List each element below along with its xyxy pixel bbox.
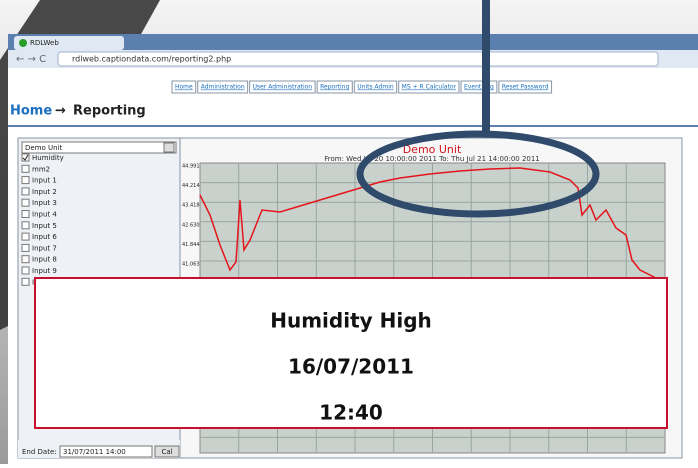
channel-label: Input 6: [32, 233, 57, 241]
nav-item[interactable]: User Administration: [253, 84, 313, 91]
nav-item[interactable]: Reset Password: [502, 84, 549, 91]
nav-item[interactable]: Units Admin: [357, 84, 394, 91]
checkbox[interactable]: [22, 256, 29, 263]
end-date-value: 31/07/2011 14:00: [63, 448, 126, 456]
checkbox[interactable]: [22, 165, 29, 172]
alert-line: 16/07/2011: [288, 355, 414, 379]
checkbox[interactable]: [22, 188, 29, 195]
checkbox[interactable]: [22, 233, 29, 240]
unit-select-label: Demo Unit: [25, 144, 63, 152]
channel-label: Input 5: [32, 222, 57, 230]
y-tick-label: 41.063: [182, 262, 200, 268]
breadcrumb-current: Reporting: [73, 104, 146, 119]
cal-label: Cal: [161, 448, 172, 456]
nav-item[interactable]: Reporting: [320, 84, 349, 91]
tab-title: RDLWeb: [30, 39, 59, 47]
y-tick-label: 41.844: [182, 242, 200, 248]
y-tick-label: 42.630: [182, 222, 200, 228]
end-date-label: End Date:: [22, 448, 57, 456]
chart-subtitle: From: Wed Jul 20 10:00:00 2011 To: Thu J…: [324, 155, 540, 163]
checkbox[interactable]: [22, 222, 29, 229]
channel-label: Input 3: [32, 199, 57, 207]
alert-line: 12:40: [319, 401, 383, 425]
channel-label: Input 2: [32, 188, 57, 196]
nav-buttons[interactable]: ← → C: [16, 54, 46, 65]
url: rdlweb.captiondata.com/reporting2.php: [72, 55, 231, 64]
screenshot: RDLWeb ← → C rdlweb.captiondata.com/repo…: [0, 0, 698, 464]
checkbox[interactable]: [22, 211, 29, 218]
y-tick-label: 43.418: [182, 203, 200, 209]
checkbox[interactable]: [22, 199, 29, 206]
channel-label: mm2: [32, 165, 50, 173]
breadcrumb-separator: →: [55, 104, 66, 119]
nav-item[interactable]: Administration: [201, 84, 245, 91]
checkbox[interactable]: [22, 244, 29, 251]
channel-label: Input 8: [32, 256, 57, 264]
breadcrumb-home[interactable]: Home: [10, 104, 52, 119]
alert-line: Humidity High: [270, 309, 432, 333]
checkbox[interactable]: [22, 278, 29, 285]
channel-label: Input 1: [32, 177, 57, 185]
nav-item[interactable]: Home: [175, 84, 193, 91]
y-tick-label: 44.214: [182, 183, 200, 189]
y-tick-label: 44.991: [182, 164, 200, 170]
select-arrow[interactable]: [164, 143, 174, 152]
nav-item[interactable]: MS + R Calculator: [402, 84, 457, 91]
channel-label: Input 4: [32, 211, 57, 219]
channel-label: Input 7: [32, 244, 57, 252]
tab-icon: [19, 39, 27, 47]
checkbox[interactable]: [22, 267, 29, 274]
channel-label: Input 9: [32, 267, 57, 275]
channel-label: Humidity: [32, 154, 64, 162]
checkbox[interactable]: [22, 177, 29, 184]
